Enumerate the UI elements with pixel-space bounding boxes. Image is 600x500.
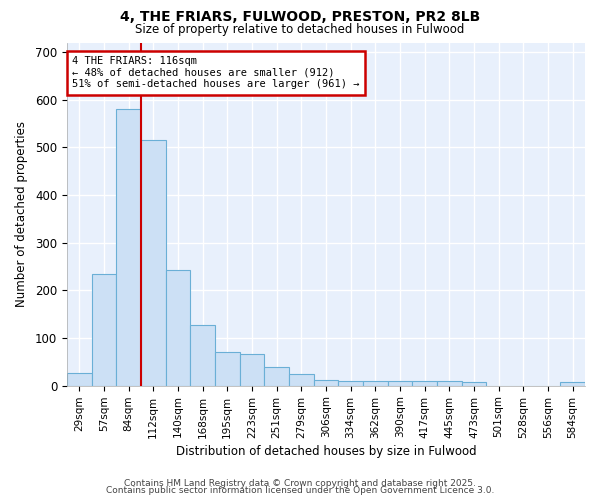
Bar: [363, 381, 388, 386]
Y-axis label: Number of detached properties: Number of detached properties: [15, 121, 28, 307]
Bar: [437, 381, 461, 386]
Text: Size of property relative to detached houses in Fulwood: Size of property relative to detached ho…: [136, 22, 464, 36]
Text: 4, THE FRIARS, FULWOOD, PRESTON, PR2 8LB: 4, THE FRIARS, FULWOOD, PRESTON, PR2 8LB: [120, 10, 480, 24]
Bar: [141, 140, 166, 386]
Bar: [190, 325, 215, 386]
Bar: [314, 380, 338, 386]
Bar: [215, 352, 239, 386]
X-axis label: Distribution of detached houses by size in Fulwood: Distribution of detached houses by size …: [176, 444, 476, 458]
Text: Contains public sector information licensed under the Open Government Licence 3.: Contains public sector information licen…: [106, 486, 494, 495]
Bar: [166, 270, 190, 386]
Bar: [461, 382, 487, 386]
Text: 4 THE FRIARS: 116sqm
← 48% of detached houses are smaller (912)
51% of semi-deta: 4 THE FRIARS: 116sqm ← 48% of detached h…: [72, 56, 359, 90]
Bar: [412, 381, 437, 386]
Text: Contains HM Land Registry data © Crown copyright and database right 2025.: Contains HM Land Registry data © Crown c…: [124, 478, 476, 488]
Bar: [289, 374, 314, 386]
Bar: [388, 381, 412, 386]
Bar: [239, 354, 264, 386]
Bar: [67, 373, 92, 386]
Bar: [92, 274, 116, 386]
Bar: [264, 366, 289, 386]
Bar: [560, 382, 585, 386]
Bar: [116, 109, 141, 386]
Bar: [338, 381, 363, 386]
